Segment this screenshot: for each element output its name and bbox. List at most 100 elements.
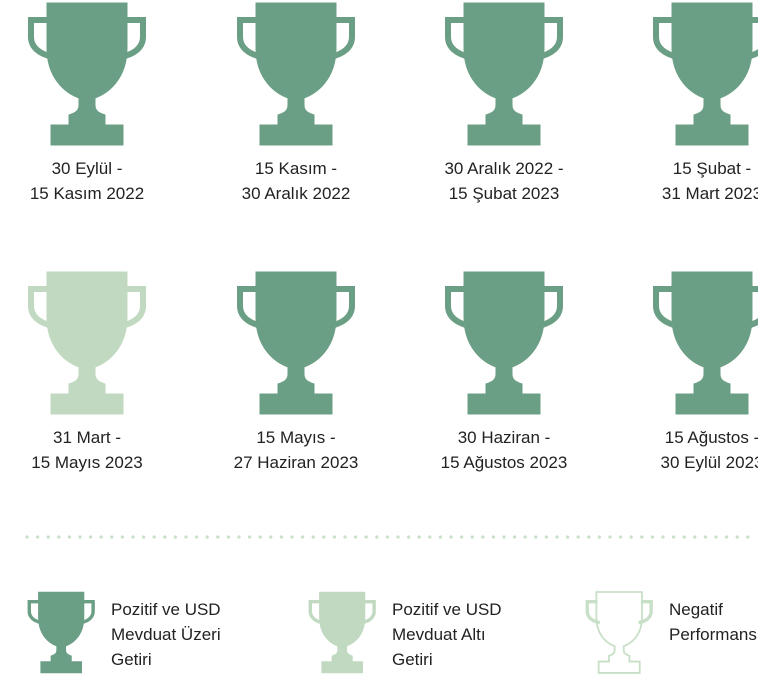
divider-dot [513, 535, 517, 539]
divider-dot [322, 535, 326, 539]
trophy-icon [448, 3, 560, 145]
divider-dot [25, 535, 29, 539]
divider-dot [460, 535, 464, 539]
legend-label: Getiri [111, 650, 152, 669]
trophy [585, 590, 653, 675]
trophy-icon [656, 272, 758, 414]
trophy [240, 272, 352, 414]
divider-dot [417, 535, 421, 539]
trophy [27, 590, 95, 675]
divider-dot [354, 535, 358, 539]
divider-dot [152, 535, 156, 539]
divider-dot [693, 535, 697, 539]
divider-dot [597, 535, 602, 539]
divider-dot [173, 535, 177, 539]
divider-dot [120, 535, 124, 539]
divider-dot [131, 535, 135, 539]
period-label: 30 Aralık 2022 [242, 184, 351, 203]
divider-dot [470, 535, 474, 539]
period-label: 15 Mayıs - [256, 428, 335, 447]
trophy [448, 272, 560, 414]
divider-dot [523, 535, 527, 539]
period-label: 30 Eylül - [52, 159, 123, 178]
divider-dot [269, 535, 273, 539]
period-label: 31 Mart 2023 [662, 184, 758, 203]
legend-label: Pozitif ve USD [111, 600, 221, 619]
divider-dot [544, 535, 549, 539]
divider-dot [428, 535, 432, 539]
divider-dot [216, 535, 220, 539]
divider-dot [89, 535, 93, 539]
trophy-icon [585, 590, 653, 675]
trophy-icon [31, 3, 143, 145]
divider-dot [491, 535, 495, 539]
period-label: 15 Ağustos - [665, 428, 758, 447]
divider-dot [36, 535, 40, 539]
divider-dot [587, 535, 591, 539]
trophy-icon [240, 272, 352, 414]
trophy-icon [656, 3, 758, 145]
divider-dot [714, 535, 718, 539]
divider-dot [661, 535, 665, 539]
trophy [656, 272, 758, 414]
divider-dot [566, 535, 570, 539]
period-label: 31 Mart - [53, 428, 121, 447]
divider-dot [703, 535, 708, 539]
divider-dot [142, 535, 146, 539]
period-label: 15 Kasım 2022 [30, 184, 144, 203]
trophy [656, 3, 758, 145]
trophy-icon [240, 3, 352, 145]
divider-dot [163, 535, 167, 539]
divider-dot [110, 535, 114, 539]
trophy-icon [27, 590, 95, 675]
divider-dot [619, 535, 623, 539]
divider-dot [237, 535, 241, 539]
trophy [31, 272, 143, 414]
divider-dot [258, 535, 262, 539]
divider-dot [332, 535, 336, 539]
divider-dot [735, 535, 739, 539]
divider-dot [407, 535, 411, 539]
divider-dot [385, 535, 389, 539]
legend-label: Negatif [669, 600, 723, 619]
period-label: 15 Kasım - [255, 159, 337, 178]
divider-dot [290, 535, 294, 539]
divider-dot [99, 535, 103, 539]
divider-dot [682, 535, 686, 539]
divider-dot [640, 535, 644, 539]
legend-label: Mevduat Üzeri [111, 625, 221, 644]
trophy-icon [308, 590, 376, 675]
divider-dot [629, 535, 633, 539]
period-label: 27 Haziran 2023 [234, 453, 359, 472]
trophy [31, 3, 143, 145]
legend-label: Mevduat Altı [392, 625, 486, 644]
divider-dot [205, 535, 209, 539]
divider-dot [396, 535, 400, 539]
divider-dot [184, 535, 188, 539]
divider-dot [725, 535, 729, 539]
divider-dot [301, 535, 305, 539]
divider-dot [672, 535, 676, 539]
trophy [448, 3, 560, 145]
period-label: 30 Aralık 2022 - [444, 159, 563, 178]
divider-dot [67, 535, 71, 539]
trophy-icon [448, 272, 560, 414]
divider-dot [555, 535, 559, 539]
divider-dot [608, 535, 612, 539]
period-label: 30 Eylül 2023 [660, 453, 758, 472]
divider-dot [650, 535, 655, 539]
trophy-icon [31, 272, 143, 414]
divider-dot [449, 535, 453, 539]
period-label: 30 Haziran - [458, 428, 551, 447]
divider-dot [534, 535, 538, 539]
legend-label: Pozitif ve USD [392, 600, 502, 619]
divider-dot [78, 535, 82, 539]
trophy [308, 590, 376, 675]
divider-dot [226, 535, 230, 539]
divider-dot [343, 535, 347, 539]
trophy [240, 3, 352, 145]
period-label: 15 Mayıs 2023 [31, 453, 143, 472]
period-label: 15 Şubat - [673, 159, 751, 178]
divider-dot [311, 535, 315, 539]
